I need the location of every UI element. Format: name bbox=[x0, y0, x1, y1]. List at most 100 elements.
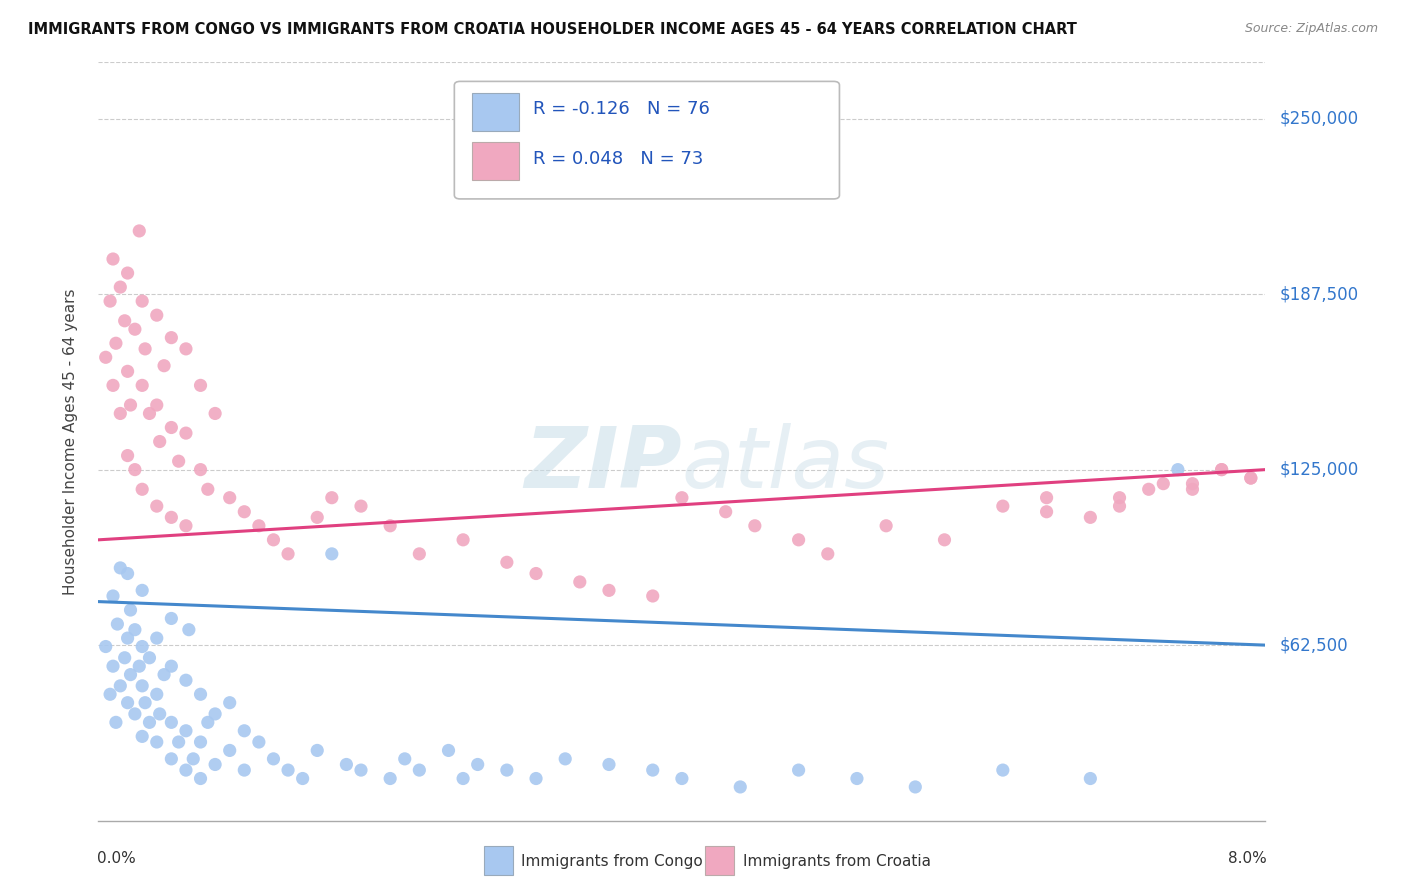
Point bbox=[218, 491, 240, 505]
Point bbox=[98, 687, 121, 701]
Point bbox=[160, 659, 183, 673]
Point bbox=[190, 687, 212, 701]
Bar bbox=[472, 93, 519, 130]
Point bbox=[380, 518, 402, 533]
Point bbox=[671, 491, 693, 505]
Point bbox=[262, 533, 284, 547]
Point bbox=[335, 757, 357, 772]
Point bbox=[408, 763, 430, 777]
Point bbox=[467, 757, 489, 772]
Point bbox=[247, 518, 270, 533]
Point bbox=[875, 518, 897, 533]
Point bbox=[190, 735, 212, 749]
Point bbox=[146, 735, 169, 749]
Point bbox=[233, 723, 256, 738]
Point bbox=[1211, 462, 1233, 476]
Point bbox=[1137, 483, 1160, 497]
Point bbox=[120, 398, 142, 412]
Y-axis label: Householder Income Ages 45 - 64 years: Householder Income Ages 45 - 64 years bbox=[63, 288, 77, 595]
Text: $125,000: $125,000 bbox=[1279, 460, 1358, 479]
Point bbox=[233, 763, 256, 777]
Point bbox=[291, 772, 314, 786]
Text: atlas: atlas bbox=[682, 423, 890, 506]
Text: $250,000: $250,000 bbox=[1279, 110, 1358, 128]
Point bbox=[204, 757, 226, 772]
Point bbox=[714, 505, 737, 519]
Point bbox=[394, 752, 416, 766]
Point bbox=[131, 483, 153, 497]
Point bbox=[167, 454, 190, 468]
Point bbox=[101, 659, 124, 673]
Point bbox=[149, 706, 172, 721]
Point bbox=[451, 772, 474, 786]
Point bbox=[160, 752, 183, 766]
Point bbox=[134, 696, 156, 710]
Point bbox=[181, 752, 204, 766]
Point bbox=[1080, 510, 1102, 524]
Point bbox=[174, 518, 197, 533]
Point bbox=[1240, 471, 1263, 485]
Point bbox=[277, 547, 299, 561]
Point bbox=[117, 566, 139, 581]
Point bbox=[174, 763, 197, 777]
Point bbox=[153, 667, 176, 681]
Point bbox=[128, 659, 150, 673]
Point bbox=[845, 772, 868, 786]
Point bbox=[131, 583, 153, 598]
Point bbox=[114, 314, 136, 328]
Point bbox=[174, 342, 197, 356]
Point bbox=[307, 510, 329, 524]
Point bbox=[160, 331, 183, 345]
Point bbox=[1181, 483, 1204, 497]
Point bbox=[174, 673, 197, 688]
Point bbox=[146, 398, 169, 412]
Point bbox=[496, 763, 519, 777]
Point bbox=[128, 224, 150, 238]
Point bbox=[146, 631, 169, 645]
Point bbox=[1108, 491, 1130, 505]
Point bbox=[1080, 772, 1102, 786]
Point bbox=[94, 351, 117, 365]
Point bbox=[138, 407, 160, 421]
Point bbox=[146, 499, 169, 513]
Point bbox=[277, 763, 299, 777]
Point bbox=[1167, 462, 1189, 476]
Point bbox=[197, 715, 219, 730]
Point bbox=[138, 650, 160, 665]
Point bbox=[262, 752, 284, 766]
Text: Immigrants from Croatia: Immigrants from Croatia bbox=[742, 854, 931, 869]
Point bbox=[321, 547, 343, 561]
Point bbox=[1211, 462, 1233, 476]
Point bbox=[598, 757, 620, 772]
Point bbox=[1152, 476, 1174, 491]
Point bbox=[120, 603, 142, 617]
Point bbox=[131, 730, 153, 744]
Point bbox=[321, 491, 343, 505]
Point bbox=[1035, 505, 1057, 519]
Point bbox=[98, 294, 121, 309]
Point bbox=[817, 547, 839, 561]
Text: 8.0%: 8.0% bbox=[1227, 851, 1267, 866]
Point bbox=[554, 752, 576, 766]
Point bbox=[114, 650, 136, 665]
Point bbox=[101, 589, 124, 603]
Point bbox=[190, 772, 212, 786]
Point bbox=[124, 623, 146, 637]
Point bbox=[598, 583, 620, 598]
Point bbox=[174, 723, 197, 738]
Text: R = -0.126   N = 76: R = -0.126 N = 76 bbox=[533, 101, 710, 119]
Point bbox=[117, 449, 139, 463]
Point bbox=[131, 378, 153, 392]
Point bbox=[105, 617, 128, 632]
Point bbox=[146, 687, 169, 701]
Bar bbox=[472, 142, 519, 180]
Point bbox=[641, 763, 664, 777]
Point bbox=[1035, 491, 1057, 505]
Point bbox=[117, 696, 139, 710]
Point bbox=[350, 499, 373, 513]
Text: IMMIGRANTS FROM CONGO VS IMMIGRANTS FROM CROATIA HOUSEHOLDER INCOME AGES 45 - 64: IMMIGRANTS FROM CONGO VS IMMIGRANTS FROM… bbox=[28, 22, 1077, 37]
Point bbox=[110, 561, 132, 575]
Point bbox=[101, 378, 124, 392]
Point bbox=[641, 589, 664, 603]
Point bbox=[124, 462, 146, 476]
